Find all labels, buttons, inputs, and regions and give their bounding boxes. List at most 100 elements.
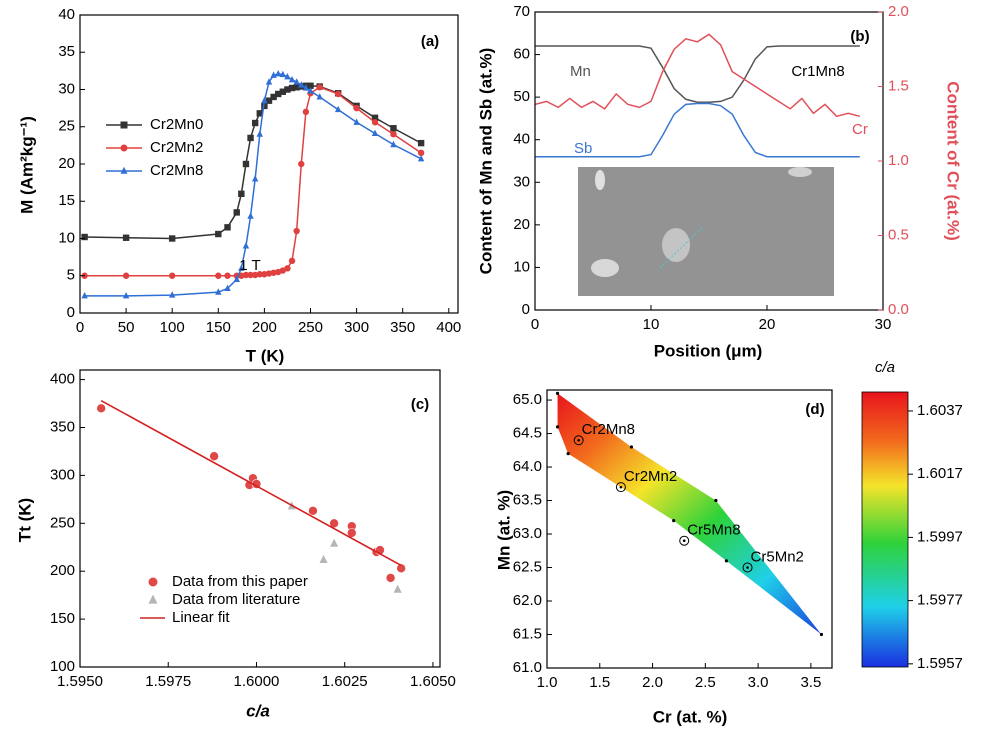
labeled-point-dot [577, 438, 580, 442]
y2-tick-label: 0.0 [888, 301, 909, 318]
x-tick-label: 200 [252, 319, 277, 336]
data-line [84, 73, 422, 297]
marker [316, 93, 323, 100]
marker [288, 75, 296, 83]
sample-point [714, 498, 718, 503]
marker [298, 160, 305, 168]
marker [168, 272, 176, 279]
sample-point [629, 445, 634, 449]
x-tick-label: 1.5975 [145, 673, 191, 690]
data-line [535, 45, 860, 104]
annotation: (a) [421, 33, 439, 50]
sample-point [555, 425, 560, 429]
y-tick-label: 0 [522, 301, 530, 318]
marker [371, 114, 379, 122]
marker [122, 292, 130, 299]
y-tick-label: 35 [58, 43, 75, 60]
legend-label: Cr2Mn2 [150, 139, 203, 156]
marker [81, 292, 88, 299]
marker [334, 90, 342, 98]
marker [275, 90, 282, 98]
y-tick-label: 50 [513, 88, 530, 105]
y-tick-label: 20 [513, 216, 530, 233]
marker [261, 96, 268, 104]
y-tick-label: 62.5 [513, 558, 542, 575]
y-tick-label: 20 [58, 155, 75, 172]
x-tick-label: 1.5950 [57, 673, 103, 690]
y-tick-label: 64.0 [513, 458, 542, 475]
colorbar-tick-label: 1.5957 [917, 655, 963, 672]
marker [385, 573, 396, 583]
y-tick-label: 40 [513, 131, 530, 148]
labeled-point-dot [619, 485, 623, 489]
marker [293, 84, 300, 91]
labeled-point [573, 435, 584, 446]
marker [346, 528, 357, 538]
fit-line [100, 399, 402, 567]
x-axis-label: Position (μm) [654, 341, 763, 360]
marker [256, 110, 263, 117]
marker [302, 108, 310, 116]
x-tick-label: 250 [298, 319, 323, 336]
marker [307, 82, 314, 89]
contour-fill [557, 393, 822, 635]
marker [233, 209, 240, 216]
annotation: (b) [850, 28, 869, 45]
plot-frame [546, 389, 833, 669]
marker [417, 149, 425, 157]
data-line [84, 85, 422, 240]
marker [120, 121, 128, 129]
x-tick-label: 10 [643, 316, 660, 333]
y-tick-label: 70 [513, 3, 530, 20]
colorbar-tick-label: 1.5977 [917, 592, 963, 609]
y2-tick-label: 1.5 [888, 77, 909, 94]
marker [371, 119, 379, 126]
sample-point [819, 632, 824, 637]
marker [316, 84, 323, 91]
marker [329, 537, 340, 548]
y-tick-label: 300 [50, 466, 75, 483]
marker [168, 291, 176, 298]
marker [279, 88, 287, 95]
x-axis-label: c/a [246, 701, 270, 720]
x-tick-label: 100 [160, 319, 185, 336]
marker [279, 70, 287, 78]
marker [120, 166, 128, 174]
y-axis-label: Tt (K) [15, 498, 34, 542]
y-tick-label: 25 [58, 118, 75, 135]
x-tick-label: 30 [875, 316, 892, 333]
sample-point [566, 452, 570, 456]
y-tick-label: 150 [50, 610, 75, 627]
colorbar-tick-label: 1.5997 [917, 528, 963, 545]
marker [251, 175, 259, 182]
annotation: (d) [805, 401, 824, 418]
y-tick-label: 5 [67, 267, 75, 284]
marker [417, 154, 425, 162]
colorbar-tick-label: 1.6037 [917, 402, 963, 419]
x-tick-label: 1.6050 [410, 673, 456, 690]
marker [96, 403, 106, 414]
marker [247, 212, 254, 219]
series-label: Mn [570, 63, 591, 80]
legend-label: Linear fit [172, 609, 230, 626]
y-tick-label: 30 [58, 80, 75, 97]
marker [224, 284, 231, 291]
marker [242, 271, 250, 279]
marker [275, 70, 282, 77]
y-axis-label: Mn (at. %) [494, 490, 513, 570]
x-tick-label: 3.0 [748, 674, 769, 691]
marker [120, 144, 128, 152]
x-tick-label: 0 [531, 316, 539, 333]
labeled-point [679, 535, 690, 546]
marker [256, 271, 263, 278]
colorbar-tick-label: 1.6017 [917, 465, 963, 482]
marker [81, 233, 88, 241]
marker [390, 140, 397, 148]
marker [307, 87, 314, 94]
y-tick-label: 61.0 [513, 659, 542, 676]
annotation: 1 T [239, 257, 260, 274]
y-tick-label: 350 [50, 418, 75, 435]
labeled-point [742, 562, 753, 573]
colorbar-label: c/a [875, 359, 895, 376]
y-tick-label: 65.0 [513, 391, 542, 408]
